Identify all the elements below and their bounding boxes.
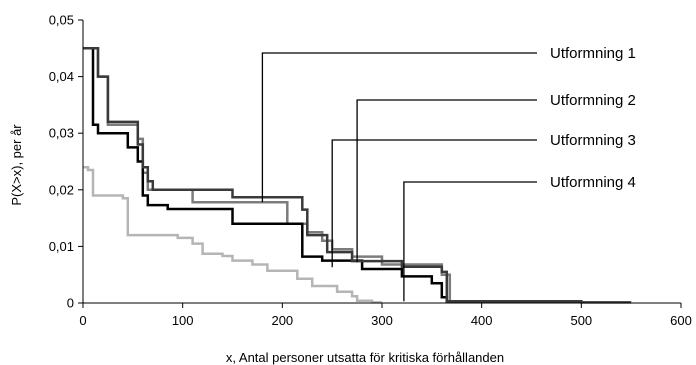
x-tick-label: 100 bbox=[172, 313, 194, 328]
y-tick-label: 0,05 bbox=[49, 13, 74, 28]
y-tick-label: 0,01 bbox=[49, 239, 74, 254]
series-label-3: Utformning 3 bbox=[550, 132, 636, 149]
y-tick-label: 0,03 bbox=[49, 126, 74, 141]
y-tick-label: 0,02 bbox=[49, 182, 74, 197]
y-axis-label: P(X>x), per år bbox=[9, 124, 24, 206]
callout-line-4 bbox=[403, 181, 537, 302]
series-line-2 bbox=[83, 47, 542, 303]
series-label-2: Utformning 2 bbox=[550, 92, 636, 109]
axes-layer bbox=[78, 19, 682, 308]
series-line-3 bbox=[83, 47, 502, 303]
callout-line-2 bbox=[356, 99, 537, 263]
series-label-1: Utformning 1 bbox=[550, 45, 636, 62]
callout-line-3 bbox=[331, 139, 537, 268]
x-tick-label: 600 bbox=[670, 313, 692, 328]
y-tick-label: 0,04 bbox=[49, 69, 74, 84]
series-layer bbox=[83, 47, 632, 304]
x-tick-label: 300 bbox=[371, 313, 393, 328]
series-line-4 bbox=[83, 165, 382, 304]
y-tick-label: 0 bbox=[67, 296, 74, 311]
series-label-4: Utformning 4 bbox=[550, 174, 636, 191]
tick-labels: 0 100 200 300 400 500 600 0 0,01 0,02 0,03 0,04 0,05 bbox=[49, 13, 692, 329]
x-tick-label: 200 bbox=[271, 313, 293, 328]
x-tick-label: 0 bbox=[79, 313, 86, 328]
x-axis-label: x, Antal personer utsatta för kritiska f… bbox=[226, 350, 504, 365]
callout-line-1 bbox=[261, 52, 537, 203]
x-tick-label: 500 bbox=[570, 313, 592, 328]
x-tick-label: 400 bbox=[471, 313, 493, 328]
series-line-1 bbox=[83, 47, 632, 304]
callout-layer: Utformning 1 Utformning 2 Utformning 3 Utfo… bbox=[261, 45, 636, 302]
